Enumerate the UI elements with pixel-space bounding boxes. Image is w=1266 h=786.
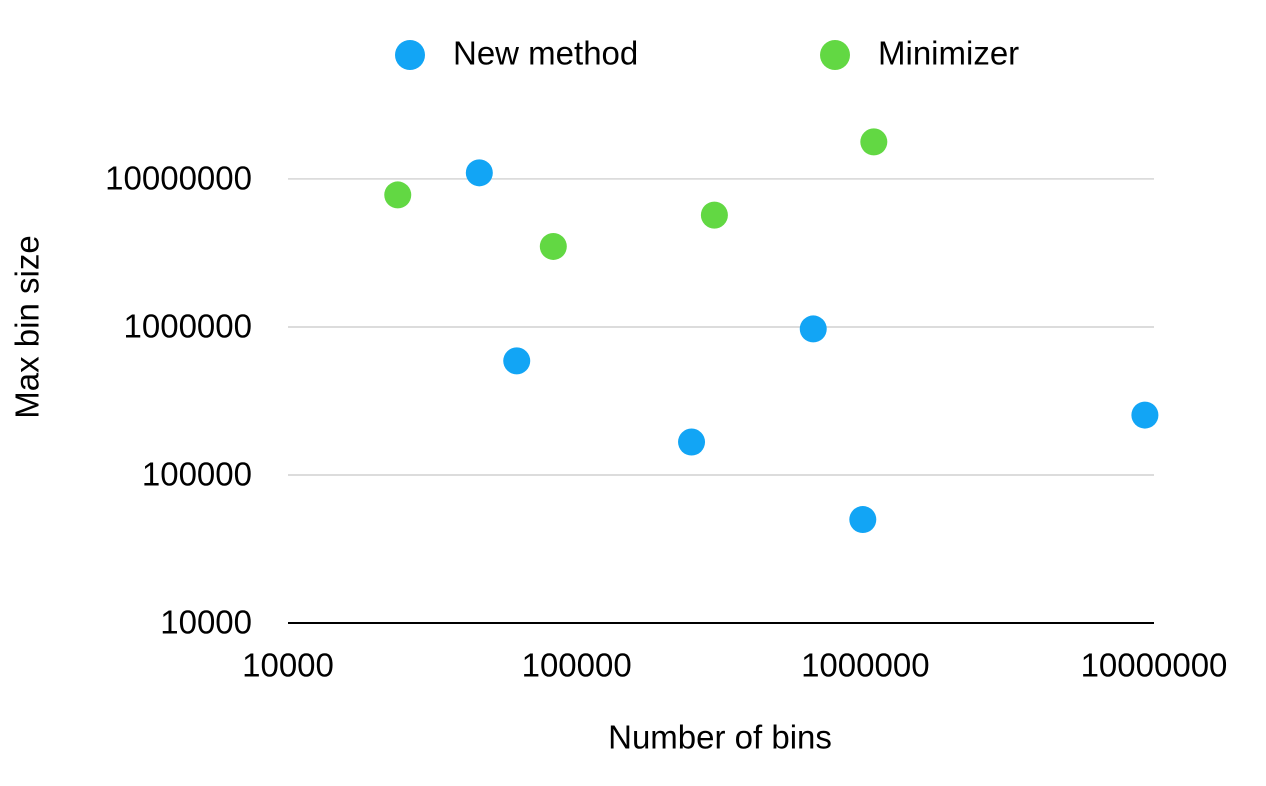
point [539,232,567,260]
y-tick-label: 1000000 [124,308,252,345]
legend-label: Minimizer [878,35,1019,72]
point [384,181,412,209]
y-tick-label: 10000 [160,604,252,641]
point [1131,401,1159,429]
x-tick-label: 10000000 [1081,647,1228,684]
y-axis-label: Max bin size [9,235,46,418]
x-axis-label: Number of bins [608,719,832,756]
point [503,347,531,375]
legend-label: New method [453,35,638,72]
point [700,201,728,229]
point [849,506,877,534]
legend-marker [820,40,850,70]
y-tick-label: 10000000 [105,160,252,197]
point [799,315,827,343]
legend-marker [395,40,425,70]
point [678,428,706,456]
point [860,128,888,156]
x-tick-label: 100000 [522,647,632,684]
x-tick-label: 1000000 [801,647,929,684]
y-tick-label: 100000 [142,456,252,493]
point [465,159,493,187]
x-tick-label: 10000 [242,647,334,684]
